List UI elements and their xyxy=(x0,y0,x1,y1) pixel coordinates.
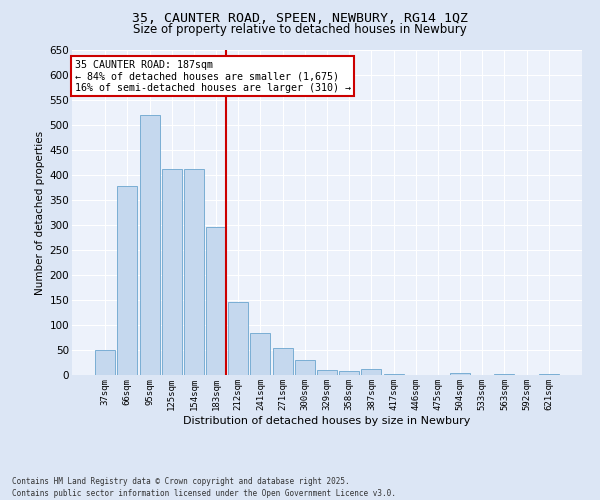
Bar xyxy=(494,374,514,375)
Bar xyxy=(206,226,226,375)
Bar xyxy=(450,373,470,375)
Bar xyxy=(162,169,182,375)
Bar xyxy=(295,360,315,375)
Bar xyxy=(383,374,404,375)
Bar xyxy=(539,374,559,375)
Bar xyxy=(184,169,204,375)
Bar xyxy=(272,348,293,375)
Text: Contains HM Land Registry data © Crown copyright and database right 2025.
Contai: Contains HM Land Registry data © Crown c… xyxy=(12,476,396,498)
Text: 35 CAUNTER ROAD: 187sqm
← 84% of detached houses are smaller (1,675)
16% of semi: 35 CAUNTER ROAD: 187sqm ← 84% of detache… xyxy=(74,60,350,93)
Bar xyxy=(317,370,337,375)
Bar xyxy=(361,369,382,375)
Text: 35, CAUNTER ROAD, SPEEN, NEWBURY, RG14 1QZ: 35, CAUNTER ROAD, SPEEN, NEWBURY, RG14 1… xyxy=(132,12,468,26)
Bar xyxy=(118,186,137,375)
X-axis label: Distribution of detached houses by size in Newbury: Distribution of detached houses by size … xyxy=(184,416,470,426)
Text: Size of property relative to detached houses in Newbury: Size of property relative to detached ho… xyxy=(133,22,467,36)
Bar xyxy=(228,302,248,375)
Bar xyxy=(250,332,271,375)
Bar xyxy=(140,114,160,375)
Y-axis label: Number of detached properties: Number of detached properties xyxy=(35,130,46,294)
Bar xyxy=(339,371,359,375)
Bar xyxy=(95,350,115,375)
